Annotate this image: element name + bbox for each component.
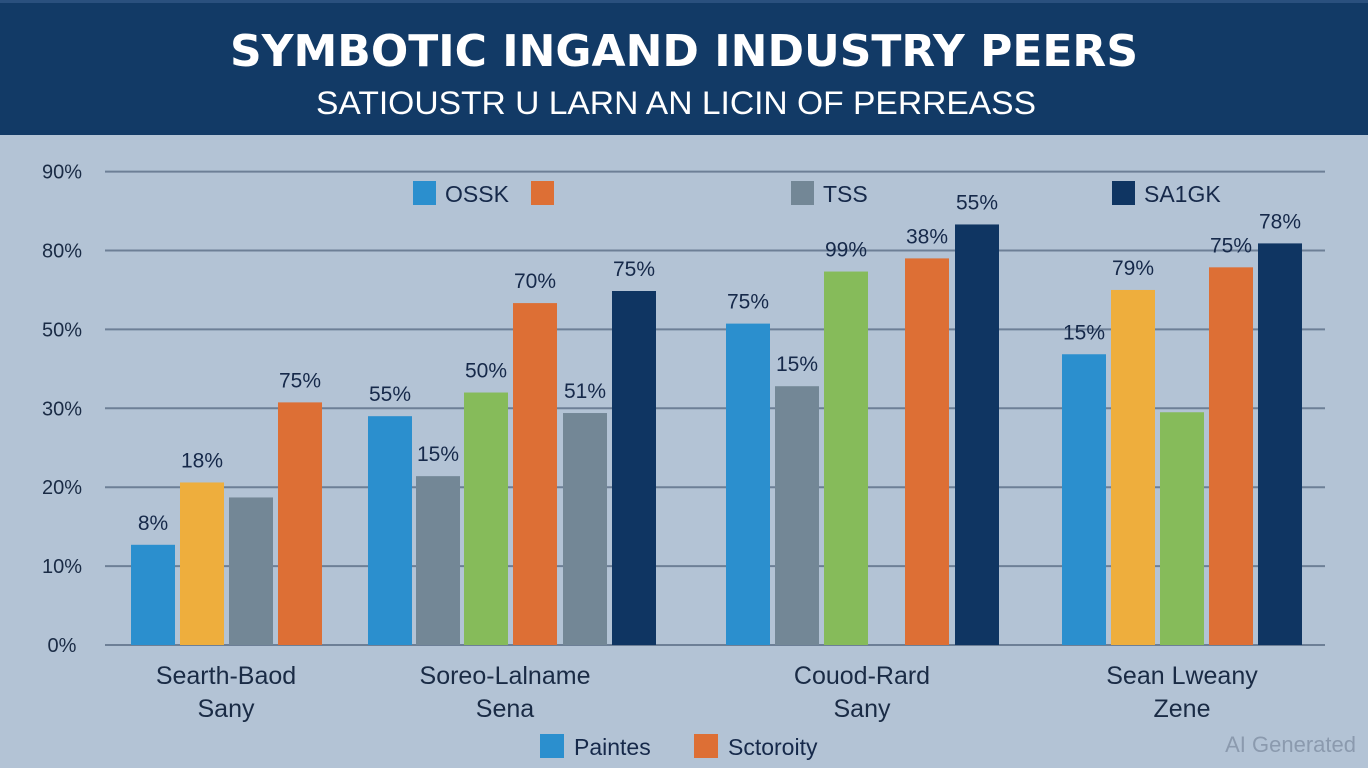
y-tick-label: 10% <box>42 556 82 578</box>
bar-gray <box>775 386 819 645</box>
legend-swatch-blue <box>413 181 436 205</box>
bar-orange <box>513 303 557 645</box>
bar-navy <box>955 224 999 645</box>
legend-label: TSS <box>823 181 868 207</box>
category-label: Sany <box>198 695 255 723</box>
y-tick-label: 0% <box>48 635 77 657</box>
legend-label: OSSK <box>445 181 510 207</box>
category-label: Couod-Rard <box>794 662 930 690</box>
category-label: Soreo-Lalname <box>420 662 591 690</box>
bar-gray <box>229 497 273 645</box>
data-label: 50% <box>465 360 507 383</box>
chart-subtitle: SATIOUSTR U LARN AN LICIN OF PERREASS <box>316 85 1036 121</box>
data-label: 70% <box>514 270 556 293</box>
data-label: 8% <box>138 512 168 535</box>
bar-green <box>824 271 868 645</box>
data-label: 51% <box>564 380 606 403</box>
data-label: 75% <box>1210 234 1252 257</box>
header-top-line <box>0 0 1368 3</box>
y-tick-label: 80% <box>42 241 82 263</box>
legend-label: SA1GK <box>1144 181 1221 207</box>
legend-swatch-orange <box>531 181 554 205</box>
legend-swatch-gray <box>791 181 814 205</box>
bar-yellow <box>180 482 224 645</box>
category-label: Sany <box>834 695 891 723</box>
bar-orange <box>1209 267 1253 645</box>
bar-orange <box>905 258 949 645</box>
data-label: 75% <box>613 258 655 281</box>
y-tick-label: 30% <box>42 398 82 420</box>
category-labels: Searth-Baod Sany Soreo-Lalname Sena Couod-Ra… <box>156 662 1258 723</box>
category-label: Sena <box>476 695 534 723</box>
data-label: 15% <box>417 443 459 466</box>
data-label: 79% <box>1112 257 1154 280</box>
bar-navy <box>1258 243 1302 646</box>
legend-label: Sctoroity <box>728 734 818 760</box>
category-label: Zene <box>1154 695 1211 723</box>
data-label: 78% <box>1259 210 1301 233</box>
bar-gray <box>563 413 607 645</box>
bottom-legend: Paintes Sctoroity <box>540 734 818 760</box>
category-label: Sean Lweany <box>1106 662 1258 690</box>
bar-yellow <box>1111 289 1155 645</box>
watermark: AI Generated <box>1225 732 1356 757</box>
legend-swatch-navy <box>1112 181 1135 205</box>
data-label: 55% <box>956 191 998 214</box>
legend-swatch-orange <box>694 734 718 758</box>
data-label: 99% <box>825 239 867 262</box>
data-label: 55% <box>369 383 411 406</box>
bar-gray <box>416 476 460 645</box>
bar-blue <box>1062 354 1106 645</box>
chart-title: SYMBOTIC INGAND INDUSTRY PEERS <box>230 26 1138 77</box>
bar-blue <box>726 323 770 645</box>
data-label: 15% <box>776 353 818 376</box>
data-label: 18% <box>181 449 223 472</box>
y-axis-ticks: 0% 10% 20% 30% 50% 80% 90% <box>42 162 82 657</box>
y-tick-label: 20% <box>42 477 82 499</box>
bars: 8% 18% 75% 55% 15% 50% 70% 51% 75% 75% 15% 99% 38% 55… <box>131 191 1302 646</box>
data-label: 75% <box>727 291 769 314</box>
y-tick-label: 50% <box>42 319 82 341</box>
bar-blue <box>131 544 175 645</box>
data-label: 75% <box>279 369 321 392</box>
bar-orange <box>278 402 322 645</box>
bar-navy <box>612 291 656 645</box>
data-label: 15% <box>1063 321 1105 344</box>
legend-swatch-blue <box>540 734 564 758</box>
data-label: 38% <box>906 225 948 248</box>
top-legend: OSSK TSS SA1GK <box>413 181 1221 207</box>
bar-green <box>1160 412 1204 645</box>
legend-label: Paintes <box>574 734 651 760</box>
y-tick-label: 90% <box>42 162 82 184</box>
bar-green <box>464 392 508 645</box>
category-label: Searth-Baod <box>156 662 296 690</box>
bar-blue <box>368 416 412 645</box>
header-band <box>0 0 1368 135</box>
